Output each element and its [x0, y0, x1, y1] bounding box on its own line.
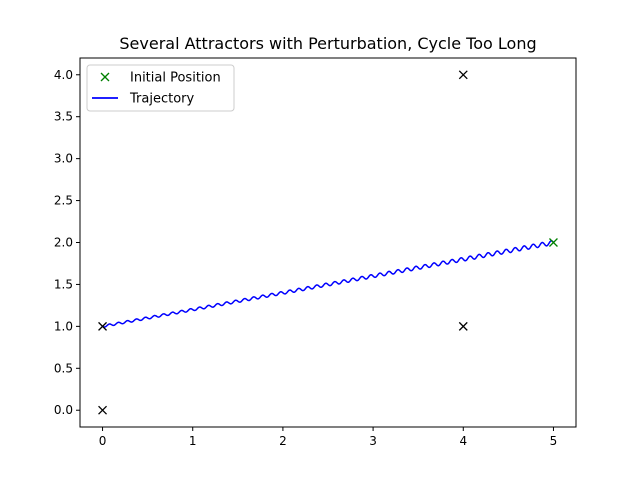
legend-box: [86, 64, 235, 112]
x-tick-label: 2: [279, 434, 287, 448]
x-tick-label: 4: [459, 434, 467, 448]
x-tick-label: 1: [189, 434, 197, 448]
y-tick-label: 2.5: [54, 194, 73, 208]
y-tick-label: 1.0: [54, 319, 73, 333]
attractor-point: [98, 321, 108, 331]
y-tick-label: 0.5: [54, 361, 73, 375]
x-axis: 0 1 2 3 4 5: [99, 427, 558, 448]
plot-area: [98, 70, 558, 415]
legend: Initial Position Trajectory: [86, 64, 235, 112]
x-tick-label: 3: [369, 434, 377, 448]
y-tick-label: 3.5: [54, 110, 73, 124]
initial-position-point: [548, 238, 558, 247]
y-tick-label: 0.0: [54, 403, 73, 417]
chart-title: Several Attractors with Perturbation, Cy…: [119, 34, 536, 53]
legend-initial-position-marker: [100, 72, 110, 82]
y-tick-label: 4.0: [54, 68, 73, 82]
trajectory-line: [102, 240, 555, 328]
attractor-point: [458, 321, 468, 331]
attractor-point: [458, 70, 468, 80]
x-tick-label: 0: [99, 434, 107, 448]
attractor-point: [98, 405, 108, 415]
legend-label: Initial Position: [130, 71, 221, 86]
y-axis: 0.0 0.5 1.0 1.5 2.0 2.5 3.0 3.5 4.0: [54, 68, 80, 417]
y-tick-label: 1.5: [54, 277, 73, 291]
y-tick-label: 3.0: [54, 152, 73, 166]
x-tick-label: 5: [550, 434, 558, 448]
legend-label: Trajectory: [129, 92, 194, 107]
y-tick-label: 2.0: [54, 236, 73, 250]
axes-frame: [79, 57, 577, 428]
